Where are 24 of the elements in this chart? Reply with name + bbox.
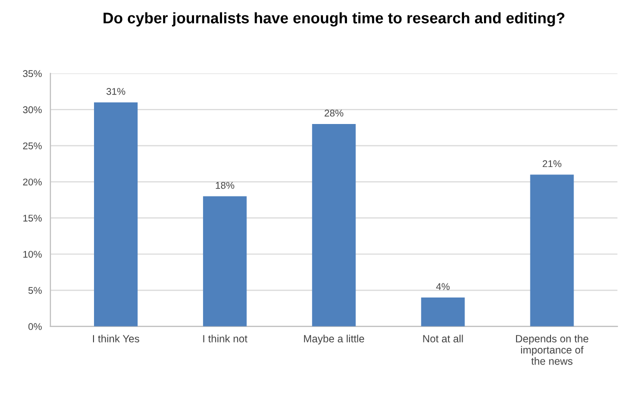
x-tick-label: I think not [203, 334, 248, 342]
y-tick-label: 30% [22, 106, 42, 114]
data-label: 21% [542, 160, 562, 168]
data-label: 4% [436, 283, 450, 290]
y-tick-label: 20% [23, 178, 42, 186]
bar [421, 297, 465, 326]
y-tick-label: 10% [23, 250, 42, 258]
y-tick-label: 5% [28, 287, 42, 294]
y-tick-label: 15% [23, 214, 42, 222]
y-tick-label: 35% [22, 70, 42, 78]
x-tick-label: I think Yes [93, 334, 140, 342]
x-tick-label: Not at all [423, 334, 463, 342]
data-label: 28% [324, 110, 344, 117]
y-tick-label: 0% [28, 323, 42, 330]
chart-title: Do cyber journalists have enough time to research and editing? [104, 12, 564, 27]
bar [530, 174, 574, 326]
bar [94, 102, 138, 326]
bar [203, 196, 247, 326]
x-tick-label: Maybe a little [304, 334, 364, 344]
data-label: 31% [106, 88, 126, 95]
y-tick-label: 25% [23, 142, 42, 150]
bar [312, 124, 356, 326]
x-tick-label: Depends on the importance of the news [516, 334, 588, 365]
data-label: 18% [216, 182, 234, 189]
